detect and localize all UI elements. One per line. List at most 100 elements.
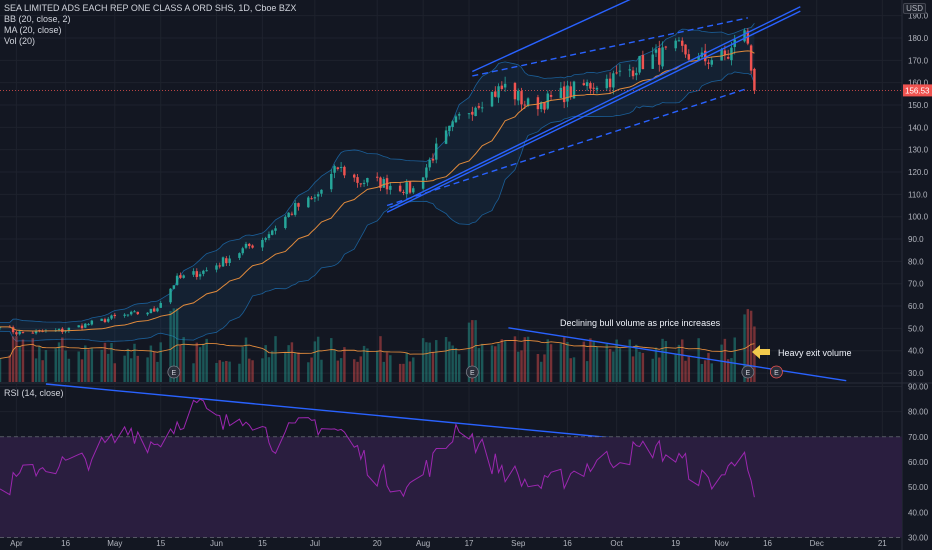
volume-bar: [405, 352, 408, 382]
volume-bar: [500, 339, 504, 382]
volume-bar: [608, 348, 612, 382]
moving-average: [0, 50, 902, 332]
candle-body: [336, 167, 340, 169]
candle-body: [503, 83, 507, 88]
candle-body: [248, 243, 251, 247]
candle-body: [228, 258, 231, 263]
candle-body: [582, 83, 586, 86]
rsi-legend[interactable]: RSI (14, close): [4, 388, 64, 398]
candle-body: [113, 314, 117, 317]
candle-body: [90, 320, 94, 325]
candle-body: [681, 40, 684, 46]
candle-body: [313, 197, 317, 199]
volume-bar: [628, 339, 631, 382]
candle-body: [57, 329, 61, 331]
candle-body: [343, 166, 346, 176]
candle-body: [238, 253, 241, 258]
volume-bar: [428, 342, 431, 382]
last-price-label: 156.53: [905, 86, 930, 95]
candle-body: [474, 107, 477, 117]
volume-bar: [90, 348, 94, 382]
candle-body: [21, 331, 25, 333]
volume-bar: [549, 344, 553, 382]
volume-bar: [677, 344, 681, 382]
volume-bar: [307, 362, 310, 382]
volume-bar: [8, 355, 12, 382]
earnings-marker: [167, 365, 181, 379]
volume-bar: [44, 350, 48, 382]
volume-bar: [480, 343, 484, 382]
candle-body: [605, 78, 609, 89]
volume-bar: [11, 336, 15, 382]
volume-bar: [126, 348, 130, 382]
price-tick-label: 160.0: [908, 79, 929, 88]
candle-body: [572, 81, 576, 99]
trendlines: [45, 0, 893, 466]
volume-bar: [198, 347, 202, 382]
candle-body: [677, 40, 681, 42]
candle-body: [110, 315, 113, 319]
volume-bar: [431, 351, 435, 382]
volume-bar: [172, 308, 176, 382]
volume-bar: [290, 342, 294, 382]
candle-body: [448, 125, 451, 132]
earnings-marker: [770, 365, 783, 379]
volume-bar: [38, 345, 41, 382]
candle-body: [316, 194, 320, 197]
bb-legend[interactable]: BB (20, close, 2): [4, 14, 71, 24]
volume-bar: [310, 357, 313, 382]
candle-body: [34, 330, 38, 334]
volume-bar: [661, 338, 664, 382]
volume-bar: [179, 344, 182, 382]
price-trendline: [472, 0, 631, 73]
candle-body: [743, 30, 746, 42]
candle-body: [290, 213, 294, 215]
volume-bar: [684, 360, 687, 382]
vol-legend[interactable]: Vol (20): [4, 36, 36, 46]
volume-bar: [592, 341, 595, 382]
volume-bar: [54, 348, 57, 382]
currency-badge[interactable]: USD: [903, 3, 926, 14]
candle-body: [80, 325, 84, 329]
candle-body: [402, 191, 405, 193]
volume-bar: [362, 345, 366, 382]
candle-body: [628, 69, 631, 71]
volume-bar: [333, 349, 336, 382]
candle-body: [179, 275, 182, 278]
volume-bar: [15, 336, 18, 382]
volume-bar: [261, 358, 264, 382]
volume-bar: [156, 361, 159, 382]
indicator-legend: SEA LIMITED ADS EACH REP ONE CLASS A ORD…: [4, 3, 296, 47]
volume-bar: [359, 356, 363, 382]
volume-bar: [316, 336, 320, 382]
volume-bar: [356, 361, 359, 382]
ma-legend[interactable]: MA (20, close): [4, 25, 62, 35]
rsi-tick-label: 30.00: [908, 533, 929, 542]
price-tick-label: 170.0: [908, 56, 929, 65]
candle-body: [444, 130, 448, 144]
volume-bar: [503, 340, 507, 382]
time-tick-label: Jul: [310, 539, 320, 548]
volume-bar: [297, 352, 300, 382]
candle-body: [293, 203, 297, 215]
candle-body: [526, 98, 530, 106]
volume-bar: [389, 355, 392, 382]
volume-bar: [566, 341, 569, 382]
volume-bar: [57, 342, 61, 382]
time-tick-label: Nov: [714, 539, 728, 548]
candle-body: [435, 143, 438, 160]
volume-bar: [241, 347, 244, 382]
candle-body: [654, 49, 658, 53]
volume-bar: [385, 352, 389, 382]
earnings-marker-label: E: [746, 370, 751, 377]
candle-body: [244, 243, 248, 248]
rsi-tick-label: 90.00: [908, 383, 929, 392]
volume-bar: [585, 361, 589, 382]
candle-body: [421, 177, 425, 189]
symbol-title[interactable]: SEA LIMITED ADS EACH REP ONE CLASS A ORD…: [4, 3, 297, 13]
volume-bar: [379, 336, 382, 382]
candle-body: [638, 56, 641, 73]
volume-bar: [635, 344, 638, 382]
candle-body: [615, 72, 618, 74]
